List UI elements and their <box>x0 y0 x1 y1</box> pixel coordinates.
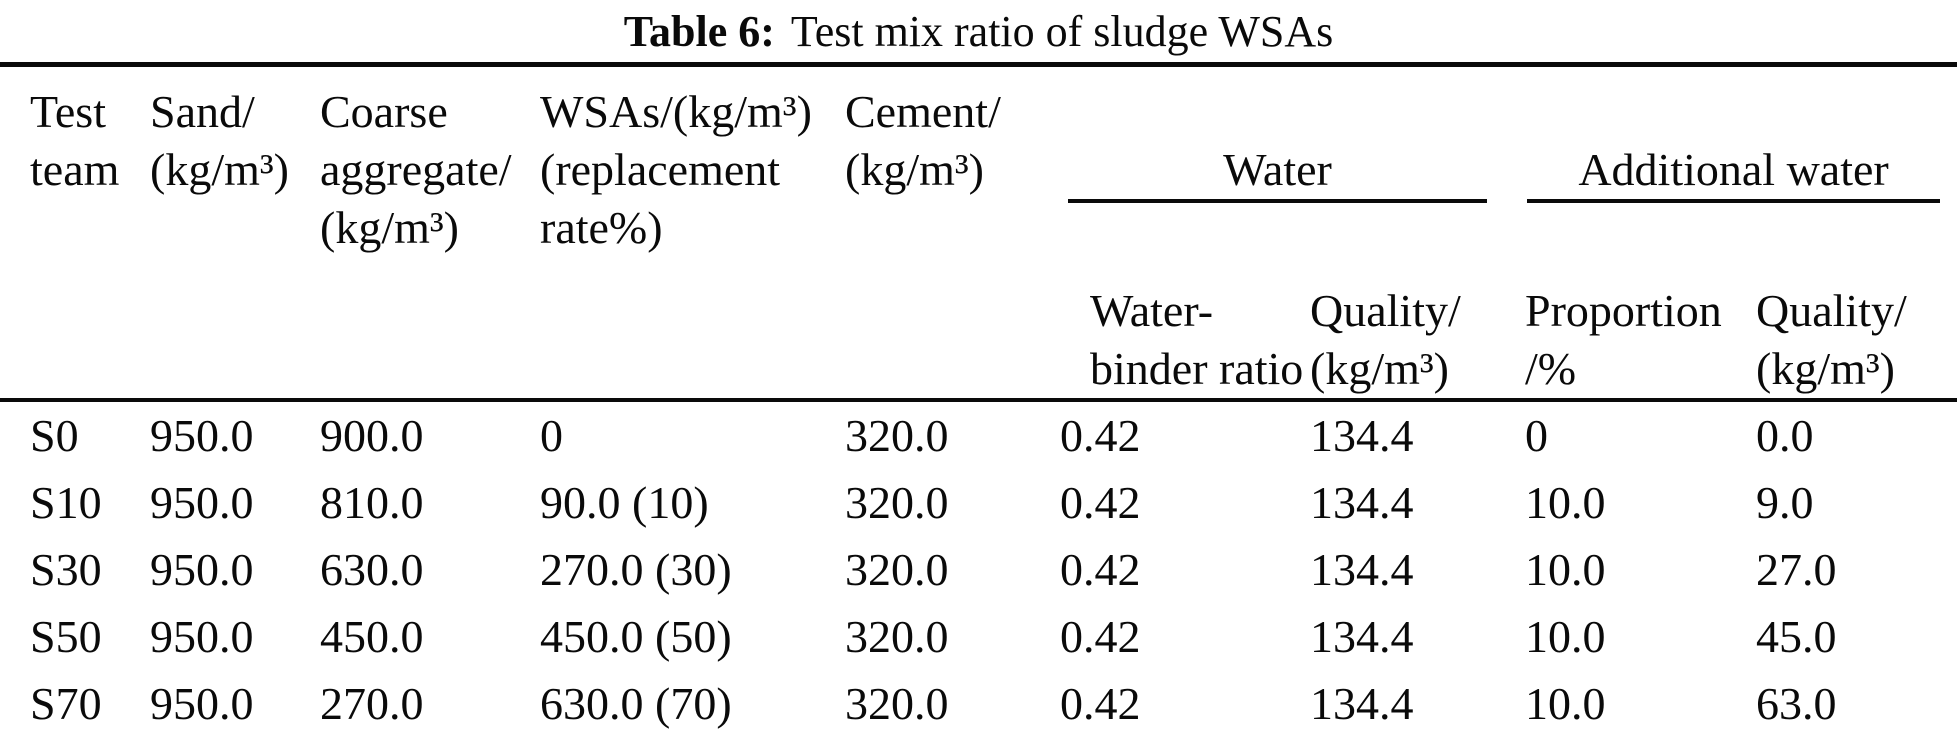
data-cell: 0.42 <box>1060 737 1310 751</box>
data-cell: 450.0 <box>320 610 424 662</box>
data-cell: 320.0 <box>845 677 949 729</box>
data-cell: 320.0 <box>845 737 1060 751</box>
header-row-groups: Test team Sand/ (kg/m³) Coarse aggregate… <box>0 65 1957 262</box>
col-header-additional-quality: Quality/ (kg/m³) <box>1756 285 1907 394</box>
col-header-cement: Cement/ (kg/m³) <box>845 86 1001 195</box>
data-cell: 630.0 <box>320 543 424 595</box>
table-row: S10 950.0 810.0 90.0 (10) 320.0 0.42 134.4 10.0… <box>0 469 1957 536</box>
data-cell: 950.0 <box>150 543 254 595</box>
data-cell: 320.0 <box>845 409 949 461</box>
col-header-water-quality: Quality/ (kg/m³) <box>1310 285 1461 394</box>
col-header-water-binder-ratio: Water- binder ratio <box>1090 285 1304 394</box>
data-cell: 270.0 <box>320 677 424 729</box>
data-cell: 0.42 <box>1060 409 1141 461</box>
data-cell: 90.0 (10) <box>540 476 709 528</box>
data-cell: 950.0 <box>150 409 254 461</box>
data-cell: 134.4 <box>1310 677 1414 729</box>
data-cell: 90.0 <box>320 737 540 751</box>
mix-ratio-table: Test team Sand/ (kg/m³) Coarse aggregate… <box>0 62 1957 751</box>
data-cell: 900.0 <box>320 409 424 461</box>
data-cell: 10.0 <box>1525 610 1606 662</box>
data-cell: 9.0 <box>1756 476 1814 528</box>
table-row: S30 950.0 630.0 270.0 (30) 320.0 0.42 134.4 10.… <box>0 536 1957 603</box>
row-label-cell: S30 <box>30 543 102 595</box>
data-cell: 27.0 <box>1756 543 1837 595</box>
data-cell: 63.0 <box>1756 677 1837 729</box>
table-row: S70 950.0 270.0 630.0 (70) 320.0 0.42 134.4 10.… <box>0 670 1957 737</box>
data-cell: 810.0 <box>320 476 424 528</box>
data-cell: 134.4 <box>1310 543 1414 595</box>
caption-label: Table 6: <box>623 7 775 56</box>
table-body: S0 950.0 900.0 0 320.0 0.42 134.4 0 0.0 S10 950.0 8… <box>0 400 1957 751</box>
row-label-cell: S70 <box>30 677 102 729</box>
col-header-coarse-aggregate: Coarse aggregate/ (kg/m³) <box>320 86 512 253</box>
data-cell: 810.0 (90) <box>540 737 845 751</box>
data-cell: 0.42 <box>1060 610 1141 662</box>
group-header-additional-water-label: Additional water <box>1527 125 1941 203</box>
caption-text: Test mix ratio of sludge WSAs <box>790 7 1334 56</box>
data-cell: 134.4 <box>1310 737 1525 751</box>
row-label-cell: S0 <box>30 409 79 461</box>
header-row-subcolumns: Water- binder ratio Quality/ (kg/m³) Pro… <box>0 261 1957 400</box>
row-label-cell: S50 <box>30 610 102 662</box>
data-cell: 0.42 <box>1060 677 1141 729</box>
group-header-water-label: Water <box>1068 125 1488 203</box>
data-cell: 630.0 (70) <box>540 677 732 729</box>
data-cell: 950.0 <box>150 476 254 528</box>
data-cell: 134.4 <box>1310 476 1414 528</box>
data-cell: 10.0 <box>1525 543 1606 595</box>
data-cell: 320.0 <box>845 543 949 595</box>
col-header-wsas: WSAs/(kg/m³) (replacement rate%) <box>540 86 812 253</box>
data-cell: 320.0 <box>845 476 949 528</box>
data-cell: 0 <box>540 409 563 461</box>
table-caption: Table 6: Test mix ratio of sludge WSAs <box>0 0 1957 62</box>
table-row: S50 950.0 450.0 450.0 (50) 320.0 0.42 134.4 10.… <box>0 603 1957 670</box>
data-cell: 81.0 <box>1756 737 1957 751</box>
data-cell: 45.0 <box>1756 610 1837 662</box>
data-cell: 134.4 <box>1310 409 1414 461</box>
table-row: S0 950.0 900.0 0 320.0 0.42 134.4 0 0.0 <box>0 400 1957 469</box>
table-header: Test team Sand/ (kg/m³) Coarse aggregate… <box>0 65 1957 400</box>
col-header-proportion: Proportion /% <box>1525 285 1722 394</box>
data-cell: 10.0 <box>1525 737 1756 751</box>
col-header-sand: Sand/ (kg/m³) <box>150 86 289 195</box>
data-cell: 270.0 (30) <box>540 543 732 595</box>
data-cell: 0 <box>1525 409 1549 461</box>
data-cell: 950.0 <box>150 610 254 662</box>
data-cell: 0.42 <box>1060 543 1141 595</box>
data-cell: 450.0 (50) <box>540 610 732 662</box>
group-header-water: Water <box>1060 65 1525 262</box>
data-cell: 0.0 <box>1756 409 1814 461</box>
data-cell: 950.0 <box>150 677 254 729</box>
row-label-cell: S90 <box>0 737 150 751</box>
row-label-cell: S10 <box>30 476 102 528</box>
data-cell: 950.0 <box>150 737 320 751</box>
col-header-test-team: Test team <box>30 86 120 195</box>
data-cell: 320.0 <box>845 610 949 662</box>
group-header-additional-water: Additional water <box>1525 65 1957 262</box>
data-cell: 0.42 <box>1060 476 1141 528</box>
data-cell: 10.0 <box>1525 476 1606 528</box>
data-cell: 134.4 <box>1310 610 1414 662</box>
data-cell: 10.0 <box>1525 677 1606 729</box>
